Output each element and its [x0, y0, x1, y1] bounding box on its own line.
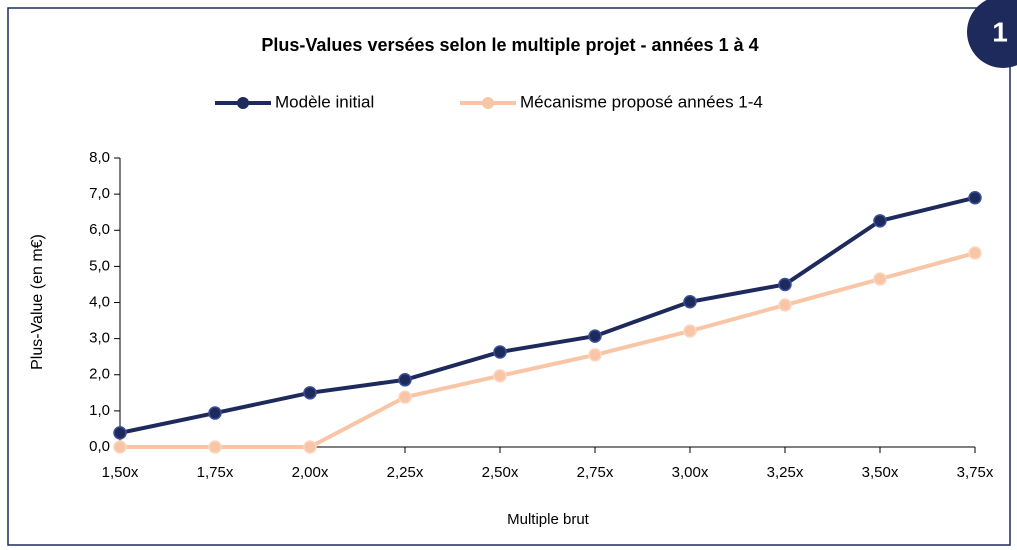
- point: [778, 277, 792, 292]
- point: [398, 390, 412, 404]
- y-tick-label: 1,0: [89, 402, 110, 419]
- frame: [7, 7, 1011, 546]
- series-line: [119, 195, 976, 435]
- point: [968, 246, 982, 260]
- x-tick-label: 2,50x: [482, 464, 519, 481]
- y-tick-label: 2,0: [89, 366, 110, 383]
- y-tick-label: 0,0: [89, 438, 110, 455]
- x-tick-label: 3,50x: [862, 464, 899, 481]
- point: [208, 440, 222, 454]
- point: [493, 369, 507, 383]
- x-tick-label: 1,50x: [102, 464, 139, 481]
- x-tick-label: 1,75x: [197, 464, 234, 481]
- point: [588, 348, 602, 362]
- x-tick-label: 2,25x: [387, 464, 424, 481]
- point: [398, 373, 412, 387]
- badge: 1: [992, 16, 1008, 47]
- point: [303, 386, 317, 400]
- point: [113, 426, 127, 440]
- y-tick-label: 6,0: [89, 221, 110, 238]
- legend-label: Mécanisme proposé années 1-4: [520, 92, 763, 111]
- point: [588, 329, 602, 343]
- x-tick-label: 3,00x: [672, 464, 709, 481]
- y-tick-label: 7,0: [89, 185, 110, 202]
- y-tick-label: 8,0: [89, 149, 110, 166]
- y-tick-label: 4,0: [89, 293, 110, 310]
- point: [303, 440, 317, 454]
- point: [683, 295, 697, 309]
- x-tick-label: 3,75x: [957, 464, 994, 481]
- point: [208, 406, 222, 420]
- point: [113, 440, 127, 454]
- point: [683, 324, 697, 338]
- legend-marker: [482, 97, 494, 109]
- x-tick-label: 3,25x: [767, 464, 804, 481]
- point: [493, 345, 507, 359]
- badge-circle: [967, 0, 1017, 68]
- x-tick-label: 2,75x: [577, 464, 614, 481]
- y-axis-label: Plus-Value (en m€): [29, 234, 46, 370]
- y-tick-label: 5,0: [89, 257, 110, 274]
- x-tick-label: 2,00x: [292, 464, 329, 481]
- series-line: [120, 251, 976, 449]
- y-tick-label: 3,0: [89, 330, 110, 347]
- legend-label: Modèle initial: [275, 92, 374, 111]
- point: [873, 214, 887, 228]
- legend-marker: [237, 97, 249, 109]
- x-axis-label: Multiple brut: [507, 511, 590, 528]
- point: [778, 298, 792, 312]
- point: [968, 190, 982, 205]
- point: [873, 272, 887, 286]
- chart-title: Plus-Values versées selon le multiple pr…: [261, 35, 758, 55]
